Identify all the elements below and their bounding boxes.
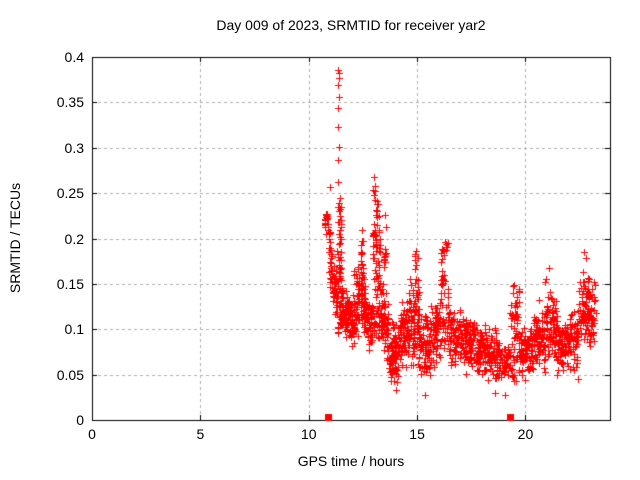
x-tick-label: 20 (517, 426, 534, 442)
y-tick-label: 0.05 (56, 366, 84, 383)
y-tick-label: 0.4 (64, 49, 84, 65)
y-tick-label: 0.3 (64, 139, 84, 156)
x-axis-label: GPS time / hours (297, 453, 405, 469)
y-tick-label: 0.25 (56, 185, 84, 202)
x-tick-label: 0 (88, 426, 96, 442)
x-tick-label: 10 (300, 426, 317, 442)
y-tick-label: 0.2 (64, 230, 84, 247)
chart-title: Day 009 of 2023, SRMTID for receiver yar… (216, 17, 486, 33)
y-tick-label: 0.35 (56, 94, 84, 111)
y-tick-label: 0.15 (56, 275, 84, 292)
y-tick-label: 0 (76, 412, 84, 428)
x-tick-label: 5 (196, 426, 205, 442)
y-tick-label: 0.1 (64, 321, 84, 338)
x-tick-label: 15 (409, 426, 425, 442)
